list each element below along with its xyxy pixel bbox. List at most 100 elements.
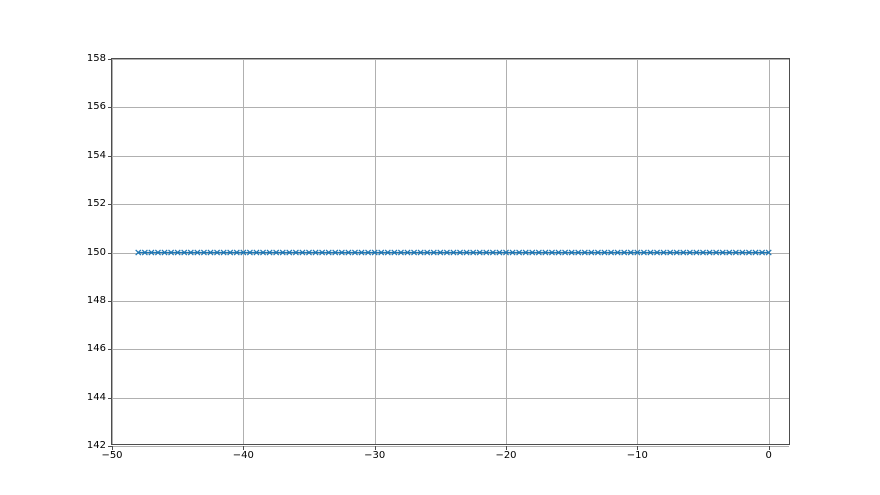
y-tick-mark — [108, 349, 112, 351]
x-tick-label: −20 — [495, 450, 517, 461]
data-point-marker — [601, 249, 608, 256]
data-point-marker — [535, 249, 542, 256]
data-point-marker — [608, 249, 615, 256]
data-point-marker — [726, 249, 733, 256]
y-tick-mark — [108, 59, 112, 60]
data-point-marker — [562, 249, 569, 256]
data-point-marker — [463, 249, 470, 256]
data-point-marker — [424, 249, 431, 256]
x-tick-mark — [637, 446, 639, 450]
data-point-marker — [220, 249, 227, 256]
data-point-marker — [470, 249, 477, 256]
data-point-marker — [581, 249, 588, 256]
data-point-marker — [404, 249, 411, 256]
data-point-marker — [365, 249, 372, 256]
data-point-marker — [214, 249, 221, 256]
data-point-marker — [457, 249, 464, 256]
data-point-marker — [299, 249, 306, 256]
data-point-marker — [621, 249, 628, 256]
gridline-vertical — [112, 59, 113, 444]
data-point-marker — [135, 249, 142, 256]
data-point-marker — [154, 249, 161, 256]
data-point-marker — [325, 249, 332, 256]
data-point-marker — [437, 249, 444, 256]
data-point-marker — [654, 249, 661, 256]
data-point-marker — [516, 249, 523, 256]
data-point-marker — [647, 249, 654, 256]
y-tick-label: 142 — [86, 440, 106, 451]
data-point-marker — [548, 249, 555, 256]
gridline-horizontal — [112, 446, 789, 447]
gridline-horizontal — [112, 300, 789, 302]
data-point-marker — [207, 249, 214, 256]
data-point-marker — [345, 249, 352, 256]
data-point-marker — [476, 249, 483, 256]
gridline-horizontal — [112, 204, 789, 206]
y-tick-label: 148 — [86, 294, 106, 306]
y-tick-label: 150 — [86, 246, 106, 258]
y-tick-mark — [108, 446, 112, 447]
y-tick-label: 154 — [86, 149, 106, 161]
data-point-marker — [351, 249, 358, 256]
data-point-marker — [292, 249, 299, 256]
data-point-marker — [181, 249, 188, 256]
data-point-marker — [233, 249, 240, 256]
data-point-marker — [312, 249, 319, 256]
y-tick-label: 146 — [86, 343, 106, 355]
data-point-marker — [266, 249, 273, 256]
data-point-marker — [686, 249, 693, 256]
data-point-marker — [194, 249, 201, 256]
data-point-marker — [588, 249, 595, 256]
data-point-marker — [240, 249, 247, 256]
data-point-marker — [187, 249, 194, 256]
data-point-marker — [391, 249, 398, 256]
x-tick-label: −40 — [232, 450, 254, 461]
x-tick-mark — [768, 446, 770, 450]
x-tick-mark — [506, 446, 507, 450]
y-tick-mark — [108, 300, 112, 302]
data-point-marker — [693, 249, 700, 256]
data-point-marker — [141, 249, 148, 256]
series-markers — [135, 249, 772, 256]
data-point-marker — [660, 249, 667, 256]
data-point-marker — [745, 249, 752, 256]
data-point-marker — [279, 249, 286, 256]
data-point-marker — [706, 249, 713, 256]
data-point-marker — [568, 249, 575, 256]
data-point-marker — [502, 249, 510, 256]
y-tick-label: 158 — [86, 53, 106, 64]
x-tick-label: −50 — [101, 450, 123, 461]
data-point-marker — [594, 249, 601, 256]
data-point-marker — [575, 249, 582, 256]
data-point-marker — [443, 249, 450, 256]
data-point-marker — [483, 249, 490, 256]
data-point-marker — [522, 249, 529, 256]
data-point-marker — [719, 249, 726, 256]
x-tick-label: −30 — [364, 450, 386, 461]
data-point-marker — [168, 249, 175, 256]
data-point-marker — [319, 249, 326, 256]
data-point-marker — [227, 249, 234, 256]
data-point-marker — [542, 249, 549, 256]
data-point-marker — [253, 249, 260, 256]
data-point-marker — [759, 249, 766, 256]
data-point-marker — [305, 249, 313, 256]
data-point-marker — [614, 249, 621, 256]
data-point-marker — [765, 249, 772, 256]
data-point-marker — [430, 249, 437, 256]
data-point-marker — [358, 249, 365, 256]
x-tick-mark — [112, 446, 113, 450]
data-point-marker — [397, 249, 404, 256]
y-tick-mark — [108, 252, 112, 254]
y-tick-mark — [108, 204, 112, 206]
data-point-marker — [555, 249, 562, 256]
data-point-marker — [667, 249, 674, 256]
y-tick-label: 144 — [86, 391, 106, 403]
data-point-marker — [634, 249, 641, 256]
data-point-marker — [627, 249, 634, 256]
data-point-marker — [752, 249, 759, 256]
data-point-marker — [739, 249, 746, 256]
data-point-marker — [174, 249, 181, 256]
gridline-horizontal — [112, 107, 789, 109]
